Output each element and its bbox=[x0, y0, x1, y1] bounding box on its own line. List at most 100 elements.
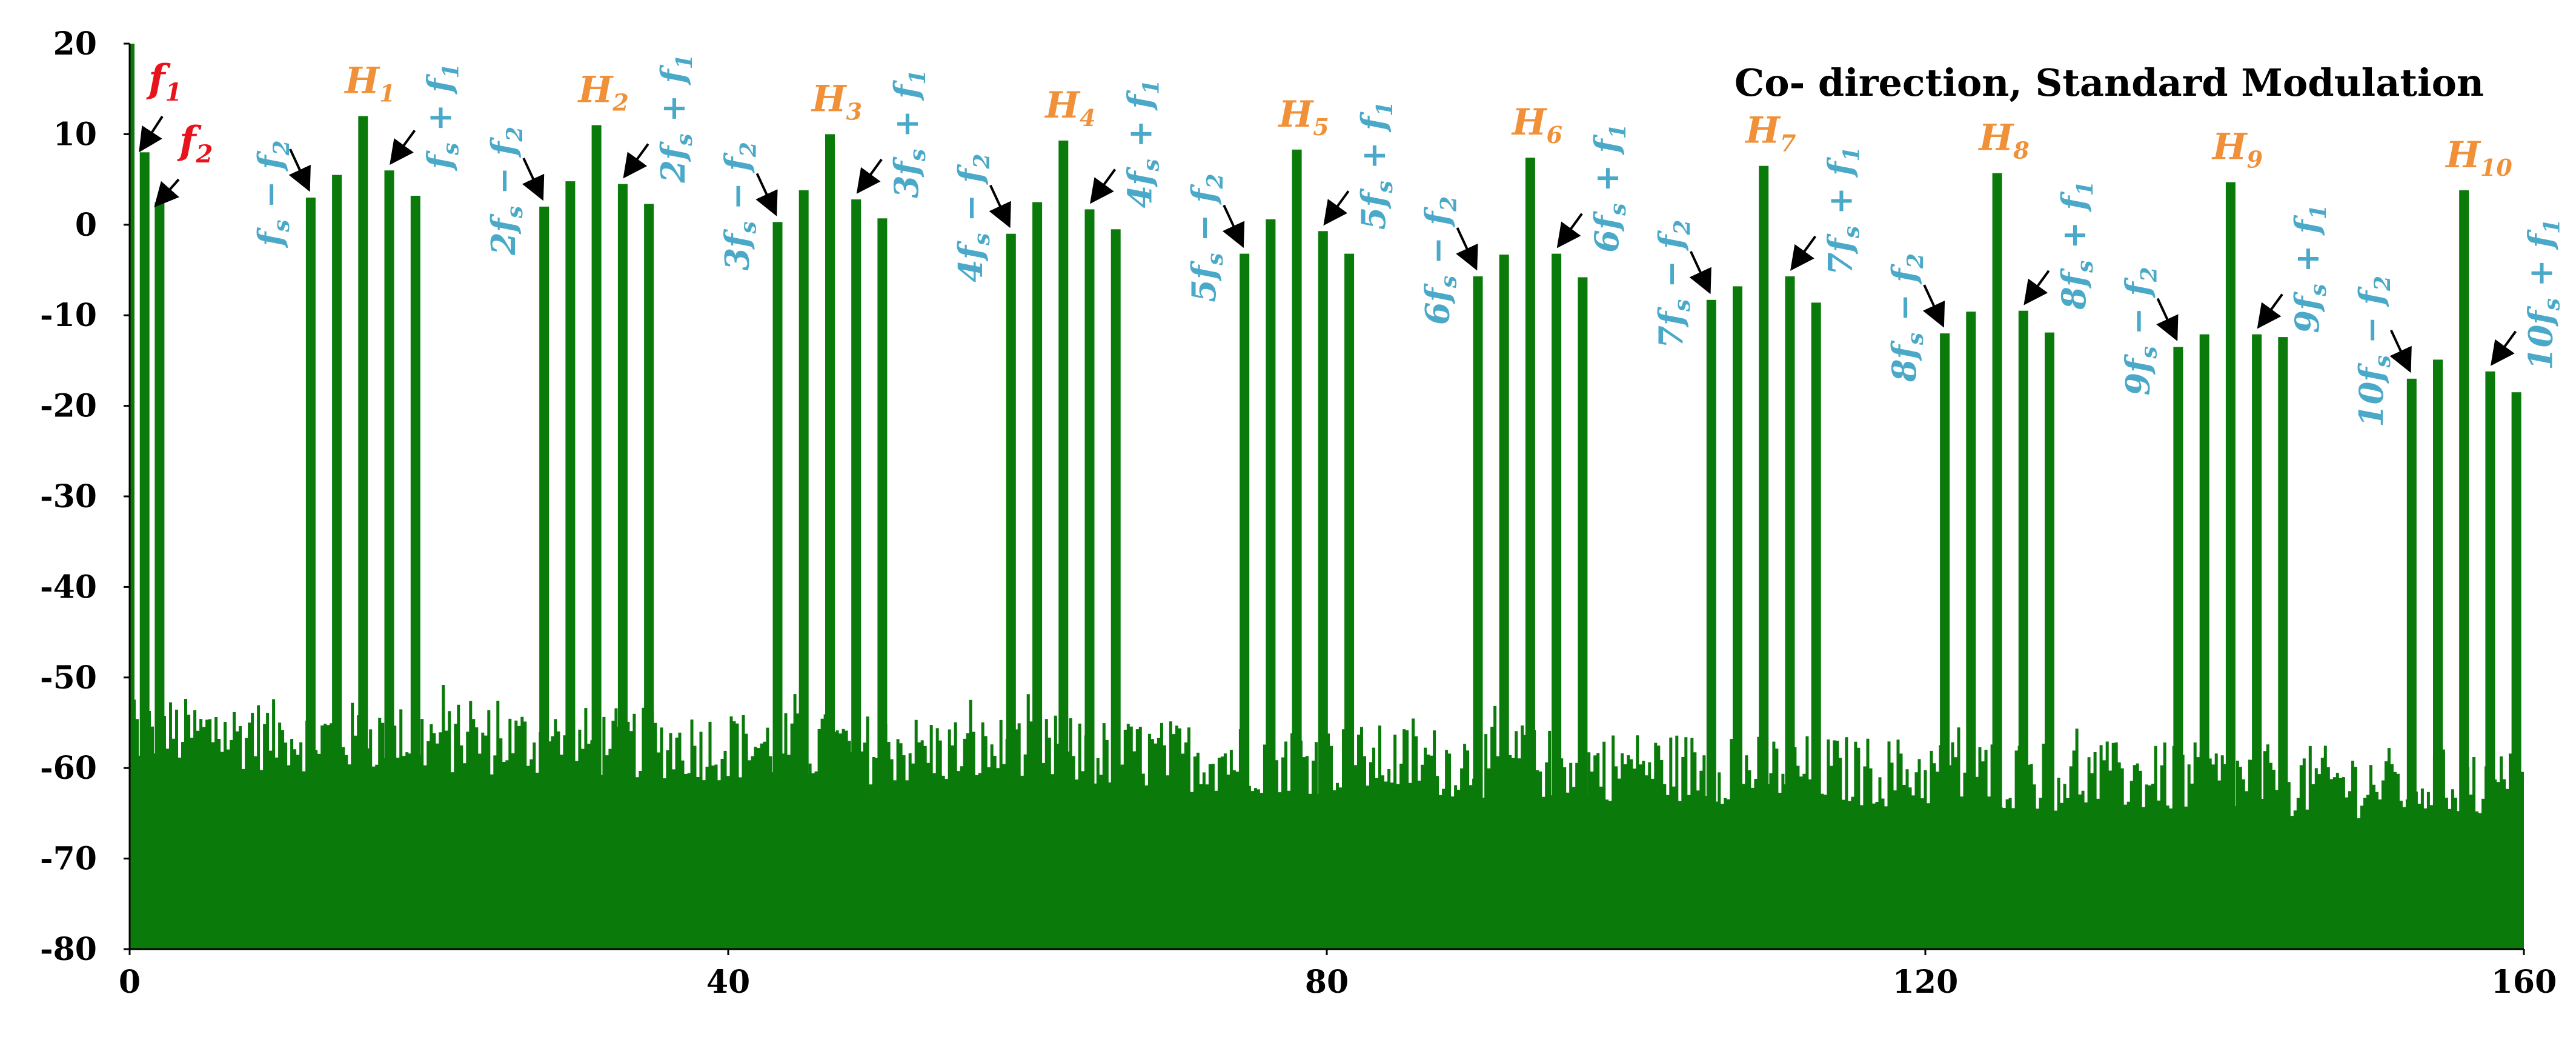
harmonic-10-bar-2 bbox=[2433, 359, 2443, 949]
harmonic-label-8: H8 bbox=[1978, 117, 2030, 164]
sideband-left-5: 5fs − f2 bbox=[1184, 173, 1228, 302]
harmonic-7-bar-4 bbox=[1785, 276, 1795, 949]
harmonic-6-bar-2 bbox=[1499, 255, 1509, 950]
harmonic-label-10: H10 bbox=[2445, 134, 2512, 181]
harmonic-8-bar-4 bbox=[2018, 310, 2028, 950]
sideband-right-9: 9fs + f1 bbox=[2288, 204, 2331, 333]
arrow-f2 bbox=[154, 178, 180, 207]
arrow-left-1 bbox=[288, 148, 311, 192]
fundamental-bar-1 bbox=[139, 152, 150, 949]
harmonic-6-bar-4 bbox=[1552, 253, 1562, 950]
harmonic-7-bar-1 bbox=[1706, 299, 1716, 949]
y-tick-label: 10 bbox=[53, 116, 97, 153]
harmonic-9-bar-5 bbox=[2278, 337, 2288, 949]
harmonic-3-bar-5 bbox=[877, 218, 888, 949]
harmonic-3-bar-4 bbox=[851, 199, 861, 949]
harmonic-label-1: H1 bbox=[344, 60, 395, 107]
sideband-right-2: 2fs + f1 bbox=[654, 54, 697, 183]
harmonic-label-2: H2 bbox=[577, 68, 629, 116]
sideband-left-10: 10fs − f2 bbox=[2352, 276, 2395, 427]
harmonic-10-bar-5 bbox=[2511, 392, 2521, 949]
harmonic-1-bar-3 bbox=[358, 116, 368, 949]
harmonic-label-5: H5 bbox=[1278, 93, 1329, 141]
sideband-right-6: 6fs + f1 bbox=[1587, 124, 1631, 252]
chart-title: Co- direction, Standard Modulation bbox=[1734, 61, 2484, 105]
sideband-right-3: 3fs + f1 bbox=[887, 70, 931, 198]
y-tick-label: -20 bbox=[40, 388, 97, 425]
y-tick-label: -10 bbox=[40, 297, 97, 334]
x-tick-label: 0 bbox=[119, 964, 141, 1001]
harmonic-6-bar-5 bbox=[1578, 277, 1588, 949]
harmonic-2-bar-3 bbox=[591, 125, 602, 949]
harmonic-label-7: H7 bbox=[1744, 110, 1796, 157]
harmonic-10-bar-4 bbox=[2485, 371, 2495, 949]
y-tick-label: -80 bbox=[40, 931, 97, 968]
sideband-right-1: fs + f1 bbox=[420, 63, 464, 172]
x-tick-label: 120 bbox=[1893, 964, 1959, 1001]
arrow-f1 bbox=[139, 115, 164, 153]
harmonic-5-bar-3 bbox=[1292, 149, 1302, 949]
arrow-left-6 bbox=[1456, 227, 1478, 271]
harmonic-9-bar-3 bbox=[2225, 182, 2236, 950]
arrow-left-2 bbox=[522, 158, 545, 201]
sideband-right-8: 8fs + f1 bbox=[2054, 181, 2098, 310]
sideband-left-2: 2fs − f2 bbox=[484, 127, 528, 256]
harmonic-label-3: H3 bbox=[811, 78, 862, 125]
label-f2: f2 bbox=[177, 118, 213, 168]
arrow-right-4 bbox=[1090, 168, 1117, 204]
arrow-right-3 bbox=[856, 158, 883, 194]
harmonic-2-bar-5 bbox=[644, 204, 654, 949]
harmonic-8-bar-5 bbox=[2045, 332, 2054, 949]
arrow-left-7 bbox=[1689, 250, 1711, 295]
y-tick-label: -70 bbox=[40, 841, 97, 878]
harmonic-3-bar-1 bbox=[772, 222, 783, 949]
arrow-right-5 bbox=[1323, 190, 1350, 226]
sideband-right-10: 10fs + f1 bbox=[2521, 219, 2564, 370]
arrow-left-10 bbox=[2389, 329, 2412, 373]
sideband-left-8: 8fs − f2 bbox=[1885, 253, 1928, 382]
fundamental-bar-2 bbox=[154, 202, 165, 949]
harmonic-4-bar-2 bbox=[1032, 202, 1043, 949]
x-tick-label: 160 bbox=[2491, 964, 2557, 1001]
arrow-right-1 bbox=[390, 129, 416, 165]
harmonic-4-bar-5 bbox=[1110, 229, 1121, 949]
sideband-right-4: 4fs + f1 bbox=[1121, 79, 1164, 208]
harmonic-4-bar-1 bbox=[1006, 233, 1016, 950]
harmonic-label-4: H4 bbox=[1044, 84, 1095, 132]
arrow-left-4 bbox=[989, 184, 1011, 228]
harmonic-6-bar-3 bbox=[1525, 158, 1535, 950]
arrow-right-9 bbox=[2257, 293, 2283, 329]
harmonic-2-bar-1 bbox=[539, 206, 549, 949]
dc-spike bbox=[130, 44, 134, 949]
axes bbox=[124, 42, 2525, 955]
harmonic-3-bar-2 bbox=[798, 190, 809, 949]
y-tick-label: 20 bbox=[53, 25, 97, 62]
arrow-right-8 bbox=[2023, 270, 2050, 305]
harmonic-9-bar-4 bbox=[2252, 334, 2262, 949]
harmonic-5-bar-5 bbox=[1344, 253, 1355, 950]
sideband-left-7: 7fs − f2 bbox=[1651, 220, 1695, 348]
harmonic-1-bar-2 bbox=[332, 175, 342, 950]
arrow-right-10 bbox=[2491, 330, 2517, 366]
harmonic-9-bar-2 bbox=[2199, 334, 2209, 949]
spectral-bars bbox=[139, 116, 2521, 950]
tick-labels: 20 10 0 -10 -20 -30 -40 -50 -60 -70 -80 0 40 80 120 160 bbox=[40, 25, 2557, 1001]
harmonic-10-bar-1 bbox=[2406, 378, 2417, 949]
harmonic-6-bar-1 bbox=[1473, 276, 1483, 949]
harmonic-1-bar-4 bbox=[384, 170, 394, 950]
arrow-left-5 bbox=[1222, 204, 1245, 248]
harmonic-5-bar-4 bbox=[1318, 231, 1328, 949]
sideband-right-5: 5fs + f1 bbox=[1354, 101, 1398, 230]
harmonic-7-bar-2 bbox=[1733, 286, 1742, 949]
sideband-left-3: 3fs − f2 bbox=[718, 142, 762, 270]
y-tick-label: -50 bbox=[40, 659, 97, 696]
sideband-left-1: fs − f2 bbox=[251, 140, 294, 248]
harmonic-1-bar-1 bbox=[305, 198, 316, 949]
harmonic-label-9: H9 bbox=[2211, 126, 2263, 173]
arrow-right-7 bbox=[1790, 235, 1817, 271]
x-tick-label: 80 bbox=[1305, 964, 1349, 1001]
harmonic-3-bar-3 bbox=[825, 134, 835, 949]
harmonic-4-bar-3 bbox=[1058, 140, 1069, 949]
arrow-left-9 bbox=[2156, 298, 2179, 342]
